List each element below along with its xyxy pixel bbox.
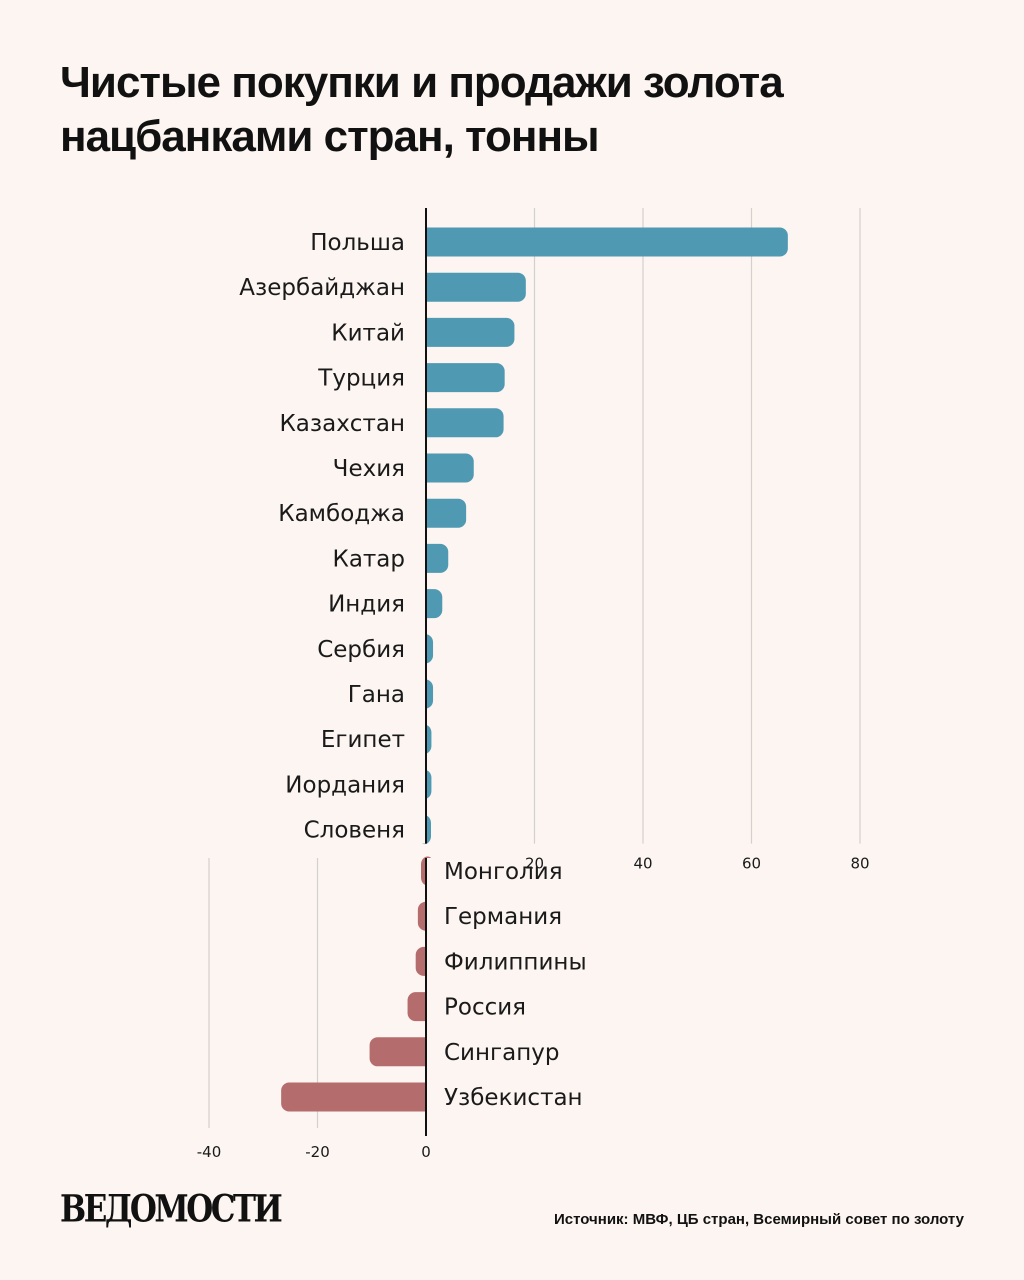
axis-mask-negative <box>426 858 435 1114</box>
category-label: Казахстан <box>279 411 405 437</box>
bar-positive <box>418 227 788 257</box>
category-label: Гана <box>348 682 405 708</box>
bar-positive <box>418 317 515 347</box>
bar-positive <box>418 453 474 483</box>
source-note: Источник: МВФ, ЦБ стран, Всемирный совет… <box>554 1211 964 1228</box>
category-label: Иордания <box>285 772 405 798</box>
chart-title-line-1: Чистые покупки и продажи золота <box>60 58 784 107</box>
bar-negative <box>369 1037 434 1067</box>
category-label: Египет <box>321 727 405 753</box>
x-tick-label-negative: -20 <box>305 1143 330 1161</box>
bar-negative <box>281 1082 434 1112</box>
category-label: Чехия <box>333 456 405 482</box>
category-label: Китай <box>331 320 405 346</box>
bar-positive <box>418 408 504 438</box>
category-label: Россия <box>444 995 526 1021</box>
chart-title: Чистые покупки и продажи золота нацбанка… <box>60 56 960 164</box>
category-label: Узбекистан <box>444 1085 583 1111</box>
bar-positive <box>418 363 505 393</box>
category-label: Азербайджан <box>239 275 405 301</box>
category-label: Германия <box>444 904 562 930</box>
axis-mask-positive <box>417 208 426 844</box>
x-tick-label-positive: 60 <box>742 855 761 873</box>
category-label: Словеня <box>304 818 405 844</box>
x-tick-label-negative: 0 <box>421 1143 431 1161</box>
category-label: Катар <box>332 546 405 572</box>
x-tick-label-positive: 80 <box>850 855 869 873</box>
bar-positive <box>418 498 467 528</box>
x-tick-label-positive: 20 <box>525 855 544 873</box>
category-label: Сингапур <box>444 1040 559 1066</box>
category-label: Камбоджа <box>278 501 405 527</box>
category-label: Польша <box>310 230 405 256</box>
labels: 20 40 60 80 Польша Азербайджан Китай Турция Каза… <box>197 230 870 1161</box>
category-label: Филиппины <box>444 949 587 975</box>
brand-logo: ВЕДОМОСТИ <box>60 1188 283 1232</box>
bar-positive <box>418 272 526 302</box>
grid-lines <box>208 208 861 1128</box>
category-label: Турция <box>317 366 405 392</box>
chart-title-line-2: нацбанками стран, тонны <box>60 112 600 161</box>
x-tick-label-positive: 40 <box>633 855 652 873</box>
category-label: Индия <box>328 592 405 618</box>
x-tick-label-negative: -40 <box>197 1143 222 1161</box>
category-label: Монголия <box>444 859 563 885</box>
bars <box>281 208 788 1114</box>
category-label: Сербия <box>317 637 405 663</box>
